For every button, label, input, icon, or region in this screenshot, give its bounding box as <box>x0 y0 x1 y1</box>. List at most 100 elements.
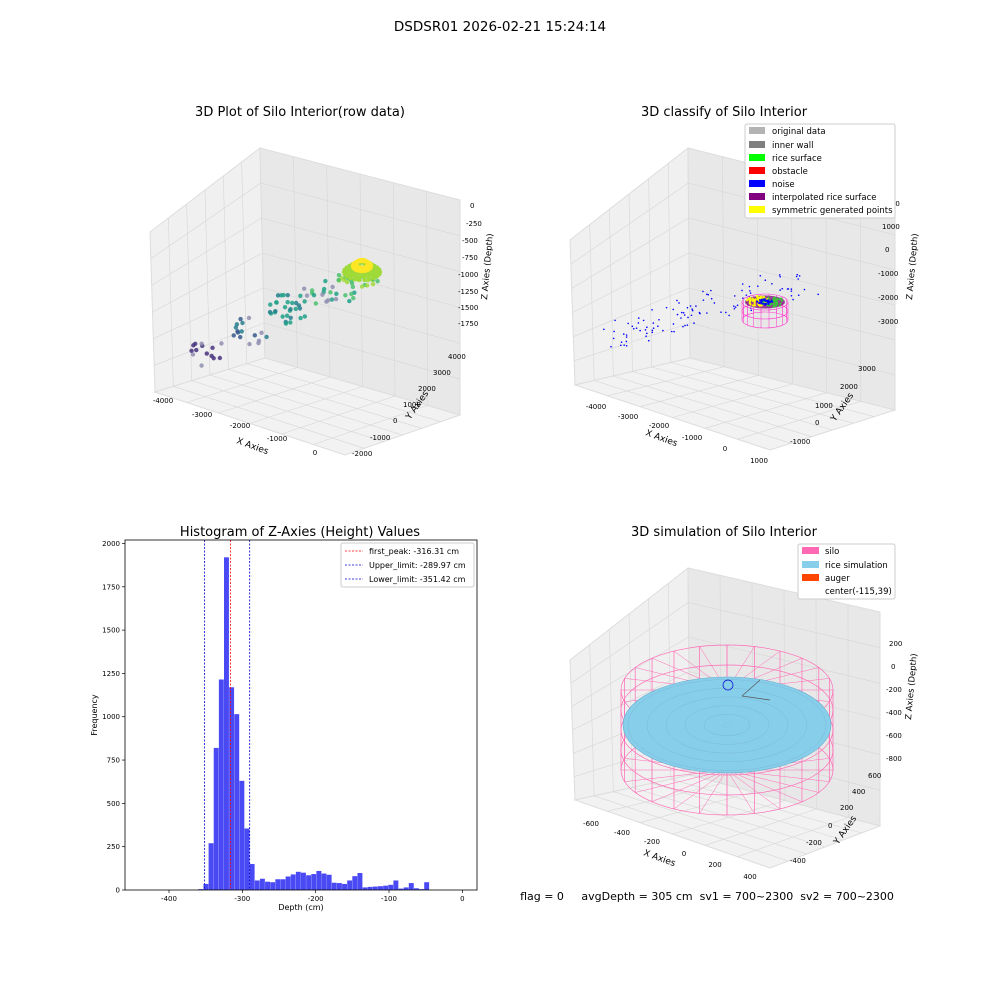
raw-point <box>284 313 290 318</box>
raw-point <box>313 301 319 306</box>
raw-point <box>325 298 331 303</box>
noise-point <box>693 322 695 324</box>
noise-point <box>691 308 693 310</box>
raw-point <box>290 300 295 306</box>
raw-point <box>301 286 307 291</box>
rice-mesh-ring <box>646 688 808 762</box>
panel1-ytick: 1000 <box>403 401 421 409</box>
raw-point <box>359 284 365 289</box>
histogram-bar <box>424 882 430 890</box>
noise-point <box>795 275 798 278</box>
histogram-bar <box>357 873 363 890</box>
noise-point <box>786 288 789 290</box>
symmetric-point <box>756 295 759 299</box>
symmetric-point <box>757 303 761 307</box>
silo-bottom-spoke <box>651 769 728 803</box>
noise-point <box>758 298 761 301</box>
histogram-xtick-label: 0 <box>460 895 464 903</box>
histogram-bar <box>352 876 358 890</box>
noise-point <box>652 322 655 324</box>
panel2-wall-left <box>569 146 691 386</box>
noise-point <box>792 298 794 301</box>
noise-point <box>695 305 697 307</box>
histogram-bar <box>229 687 235 890</box>
noise-point <box>625 336 628 338</box>
legend-swatch-silo <box>802 547 819 554</box>
noise-point <box>790 288 793 290</box>
noise-point <box>710 289 712 292</box>
raw-point <box>231 333 236 338</box>
histogram-bars <box>198 557 430 890</box>
histogram-bar <box>383 885 389 890</box>
noise-point <box>639 329 641 332</box>
legend-label-first-peak: first_peak: -316.31 cm <box>369 547 459 556</box>
raw-point <box>365 260 370 266</box>
symmetric-point <box>751 299 754 302</box>
panel1-z-ticks: 0 -250 -500 -750 -1000 -1250 -1500 -1750 <box>458 202 482 328</box>
histogram-ytick-label: 1250 <box>102 670 120 678</box>
noise-point <box>645 335 647 338</box>
noise-point <box>637 322 640 324</box>
legend-swatch-rice-sim <box>802 561 819 568</box>
symmetric-point <box>762 295 766 299</box>
histogram-bar <box>239 780 245 890</box>
raw-point <box>350 284 356 290</box>
histogram-bar <box>372 886 378 890</box>
histogram-bar <box>249 864 255 890</box>
noise-point <box>749 290 751 292</box>
panel1-xtick: -2000 <box>230 422 250 430</box>
histogram-xtick-label: -100 <box>381 895 397 903</box>
panel1-ztick: -750 <box>462 254 478 262</box>
histogram-bar <box>362 887 368 890</box>
legend-swatch-original <box>749 127 765 134</box>
panel1-xlabel: X Axies <box>235 436 270 457</box>
raw-point <box>264 334 269 340</box>
panel4-xtick: 400 <box>743 873 756 881</box>
noise-point <box>603 328 605 331</box>
histogram-bar <box>398 888 404 890</box>
legend-swatch-rice-surface <box>749 154 765 161</box>
panel4-legend: silo rice simulation auger center(-115,3… <box>797 543 896 600</box>
noise-point <box>647 339 650 342</box>
noise-point <box>762 302 765 305</box>
raw-point <box>275 293 281 298</box>
panel1-x-ticks: -4000 -3000 -2000 -1000 0 <box>153 397 317 457</box>
raw-point <box>280 314 285 319</box>
noise-point <box>750 309 753 312</box>
rice-surface-disk <box>622 676 832 774</box>
panel-raw-data: 3D Plot of Silo Interior(row data) -4000… <box>149 105 496 458</box>
auger-arm <box>741 679 761 697</box>
panel2-title: 3D classify of Silo Interior <box>641 105 808 120</box>
noise-point <box>817 293 819 296</box>
status-line: flag = 0 avgDepth = 305 cm sv1 = 700~230… <box>520 890 894 903</box>
histogram-bar <box>280 879 286 890</box>
panel1-ytick: -1000 <box>370 434 390 442</box>
raw-point <box>311 292 317 298</box>
histogram-ytick-label: 2000 <box>102 540 120 548</box>
raw-point <box>364 283 370 288</box>
histogram-ylabel: Frequency <box>90 694 99 736</box>
panel1-xtick: -4000 <box>153 397 173 405</box>
panel1-ztick: -1000 <box>458 271 478 279</box>
noise-point <box>612 337 615 340</box>
symmetric-point <box>760 304 763 307</box>
legend-swatch-interpolated <box>749 193 765 200</box>
noise-point <box>797 278 800 280</box>
histogram-x-ticks: -400 -300 -200 -100 0 <box>161 890 465 903</box>
noise-point <box>733 295 736 297</box>
noise-point <box>765 300 768 303</box>
noise-point <box>790 290 793 292</box>
histogram-bar <box>413 888 419 890</box>
raw-point <box>336 277 341 283</box>
silo-bottom-spoke <box>635 769 728 793</box>
legend-label-rice-surface: rice surface <box>772 154 822 164</box>
panel2-ytick: -1000 <box>790 438 810 446</box>
histogram-bar <box>311 874 317 890</box>
noise-point <box>790 294 793 297</box>
raw-point <box>189 348 194 354</box>
noise-point <box>706 293 708 296</box>
raw-point <box>238 316 243 322</box>
histogram-ytick-label: 0 <box>116 887 120 895</box>
panel4-xtick: -600 <box>583 820 599 828</box>
raw-point <box>199 363 204 368</box>
